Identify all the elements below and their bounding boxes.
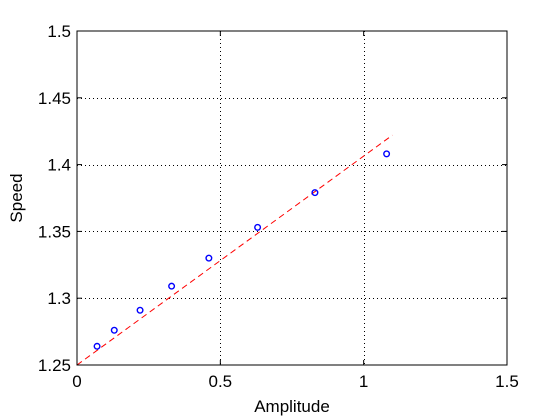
y-tick-label: 1.3 (47, 289, 71, 308)
y-axis-label: Speed (7, 173, 26, 222)
data-point (136, 306, 144, 314)
data-point (93, 342, 101, 350)
y-tick-label: 1.25 (38, 356, 71, 375)
ticks (76, 30, 508, 366)
data-points (93, 150, 391, 350)
x-tick-labels: 0 0.5 1 1.5 (72, 372, 519, 391)
fit-line-layer (76, 134, 393, 366)
plot-frame (76, 30, 508, 366)
data-point (110, 326, 118, 334)
x-tick-label: 1.5 (495, 372, 519, 391)
y-tick-labels: 1.25 1.3 1.35 1.4 1.45 1.5 (38, 22, 71, 375)
data-point (383, 150, 391, 158)
y-tick-label: 1.4 (47, 156, 71, 175)
plot-area (77, 31, 507, 365)
x-tick-label: 0 (72, 372, 81, 391)
fit-line (76, 134, 393, 366)
x-axis-label: Amplitude (254, 397, 330, 416)
y-tick-label: 1.35 (38, 222, 71, 241)
y-tick-label: 1.5 (47, 22, 71, 41)
data-point (168, 282, 176, 290)
y-tick-label: 1.45 (38, 89, 71, 108)
x-tick-label: 0.5 (209, 372, 233, 391)
data-point (311, 189, 319, 197)
data-point (205, 254, 213, 262)
x-tick-label: 1 (359, 372, 368, 391)
data-point (254, 223, 262, 231)
